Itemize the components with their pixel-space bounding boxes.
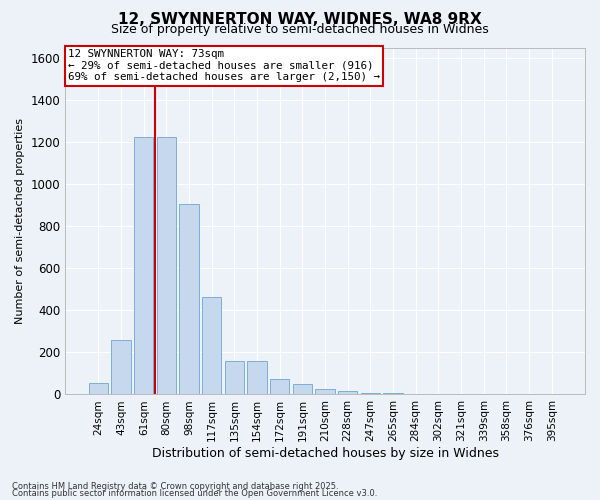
Text: 12 SWYNNERTON WAY: 73sqm
← 29% of semi-detached houses are smaller (916)
69% of : 12 SWYNNERTON WAY: 73sqm ← 29% of semi-d…: [68, 49, 380, 82]
Text: 12, SWYNNERTON WAY, WIDNES, WA8 9RX: 12, SWYNNERTON WAY, WIDNES, WA8 9RX: [118, 12, 482, 28]
Text: Contains public sector information licensed under the Open Government Licence v3: Contains public sector information licen…: [12, 489, 377, 498]
Bar: [112, 340, 131, 394]
Bar: [202, 296, 221, 394]
Bar: [247, 361, 267, 394]
Text: Contains HM Land Registry data © Crown copyright and database right 2025.: Contains HM Land Registry data © Crown c…: [12, 482, 338, 491]
Bar: [270, 380, 289, 394]
Bar: [361, 393, 380, 394]
Bar: [338, 390, 358, 394]
Bar: [225, 361, 244, 394]
Bar: [293, 384, 312, 394]
Bar: [316, 388, 335, 394]
Bar: [157, 137, 176, 394]
Bar: [134, 137, 154, 394]
X-axis label: Distribution of semi-detached houses by size in Widnes: Distribution of semi-detached houses by …: [152, 447, 499, 460]
Bar: [179, 204, 199, 394]
Y-axis label: Number of semi-detached properties: Number of semi-detached properties: [15, 118, 25, 324]
Text: Size of property relative to semi-detached houses in Widnes: Size of property relative to semi-detach…: [111, 24, 489, 36]
Bar: [89, 383, 108, 394]
